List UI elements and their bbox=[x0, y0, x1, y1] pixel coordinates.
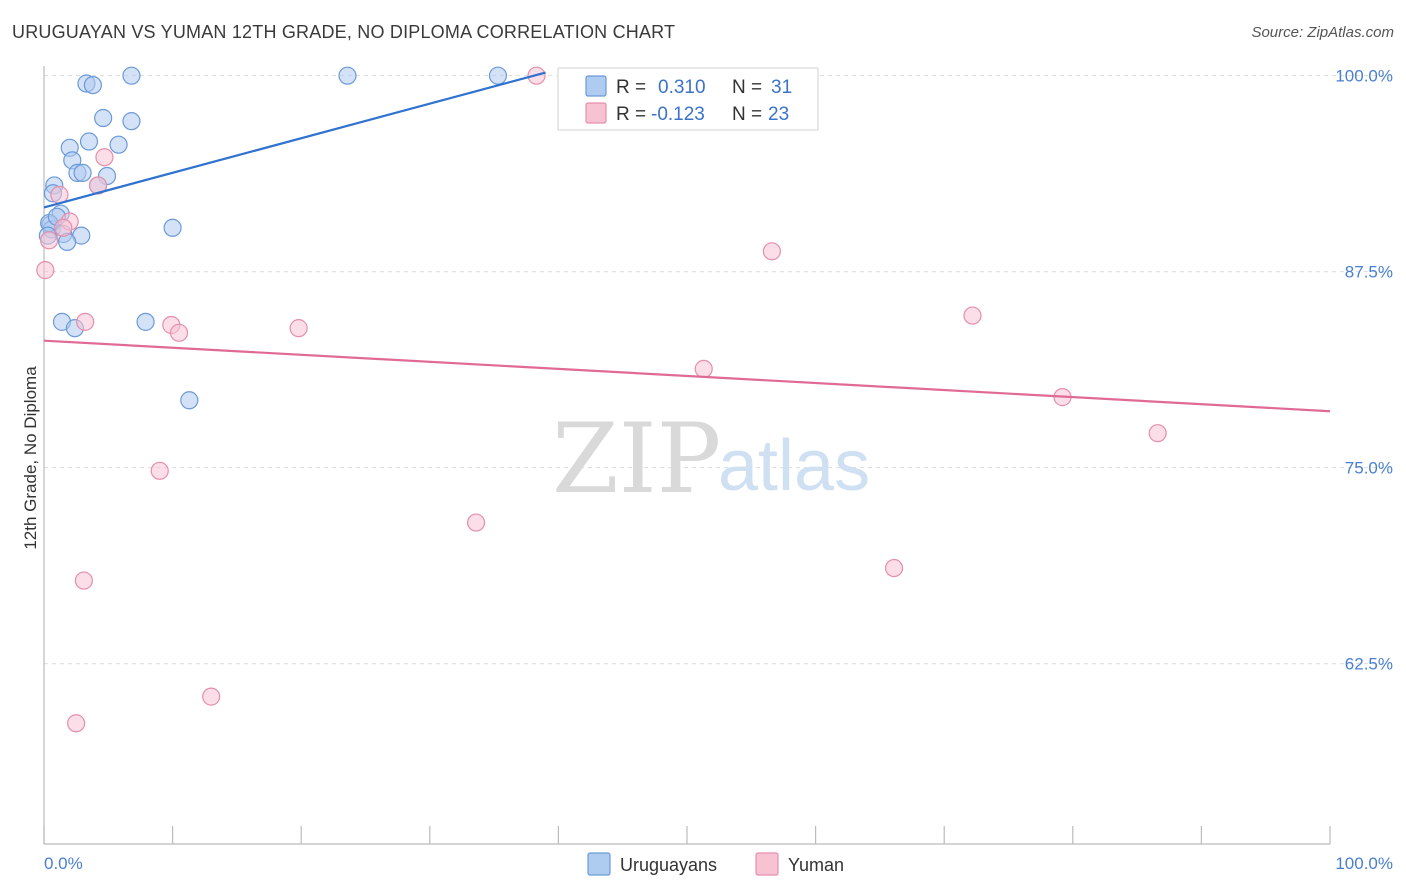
uruguayans-point bbox=[338, 66, 357, 85]
uruguayans-point bbox=[136, 312, 155, 331]
yuman-point bbox=[95, 148, 114, 167]
legend-n-label: N = bbox=[732, 77, 762, 98]
yuman-point bbox=[884, 558, 904, 578]
legend-r-label: R = bbox=[616, 104, 646, 125]
uruguayans-point bbox=[180, 391, 199, 410]
yuman-trend-line bbox=[43, 339, 1331, 413]
bottom-legend: Uruguayans Yuman bbox=[587, 852, 844, 876]
uruguayans-point bbox=[73, 163, 92, 182]
legend-r-value: 0.310 bbox=[658, 77, 706, 98]
y-tick-label: 100.0% bbox=[1335, 67, 1393, 86]
source-label: Source: ZipAtlas.com bbox=[1251, 24, 1394, 41]
legend-n-label: N = bbox=[732, 104, 762, 125]
yuman-point bbox=[40, 231, 59, 250]
uruguayans-point bbox=[109, 135, 128, 154]
yuman-point bbox=[74, 571, 93, 590]
y-tick-labels: 62.5% 75.0% 87.5% 100.0% bbox=[1335, 67, 1393, 674]
yuman-point bbox=[76, 312, 95, 331]
gridlines bbox=[44, 75, 1394, 665]
yuman-point bbox=[289, 319, 308, 338]
x-tick-label: 0.0% bbox=[44, 854, 83, 873]
yuman-point bbox=[466, 513, 486, 532]
yuman-point bbox=[202, 687, 221, 706]
watermark-zip: ZIP bbox=[552, 403, 721, 515]
trend-lines bbox=[43, 71, 1331, 413]
yuman-point bbox=[150, 461, 169, 480]
x-tick-label: 100.0% bbox=[1335, 854, 1393, 873]
legend-n-value: 23 bbox=[768, 104, 789, 125]
yuman-point bbox=[963, 306, 982, 325]
legend-n-value: 31 bbox=[771, 77, 792, 98]
axes bbox=[43, 66, 1331, 845]
legend-box: R = 0.310 N = 31 R = -0.123 N = 23 bbox=[557, 67, 819, 131]
y-tick-label: 62.5% bbox=[1345, 655, 1393, 674]
uruguayans-point bbox=[122, 112, 141, 131]
chart-title: URUGUAYAN VS YUMAN 12TH GRADE, NO DIPLOM… bbox=[12, 22, 676, 42]
yuman-point bbox=[36, 261, 55, 280]
bottom-legend-uruguayans: Uruguayans bbox=[620, 855, 717, 875]
yuman-point bbox=[762, 242, 781, 261]
yuman-point bbox=[1148, 424, 1167, 443]
bottom-legend-swatch-yuman bbox=[755, 852, 779, 876]
yuman-point bbox=[694, 359, 713, 378]
legend-r-label: R = bbox=[616, 77, 646, 98]
x-tick-labels: 0.0% 100.0% bbox=[44, 854, 1393, 873]
y-tick-label: 87.5% bbox=[1345, 263, 1393, 282]
uruguayans-trend-line bbox=[43, 71, 546, 209]
yuman-point bbox=[54, 218, 73, 237]
legend-r-value: -0.123 bbox=[651, 104, 705, 125]
uruguayans-point bbox=[83, 75, 102, 95]
legend-swatch-uruguayans bbox=[585, 75, 607, 97]
yuman-point bbox=[169, 323, 189, 342]
uruguayans-point bbox=[94, 108, 113, 128]
yuman-points bbox=[36, 66, 1167, 733]
uruguayans-point bbox=[79, 132, 99, 151]
yuman-point bbox=[67, 714, 86, 733]
uruguayans-point bbox=[122, 66, 141, 85]
watermark: ZIP atlas bbox=[552, 403, 870, 515]
y-axis-label: 12th Grade, No Diploma bbox=[21, 366, 40, 550]
y-tick-label: 75.0% bbox=[1345, 459, 1393, 478]
legend-swatch-yuman bbox=[585, 102, 607, 124]
uruguayans-point bbox=[163, 218, 182, 237]
bottom-legend-yuman: Yuman bbox=[788, 855, 844, 875]
bottom-legend-swatch-uruguayans bbox=[587, 852, 611, 876]
uruguayans-point bbox=[488, 66, 508, 85]
uruguayans-points bbox=[38, 66, 508, 410]
watermark-atlas: atlas bbox=[718, 426, 870, 506]
